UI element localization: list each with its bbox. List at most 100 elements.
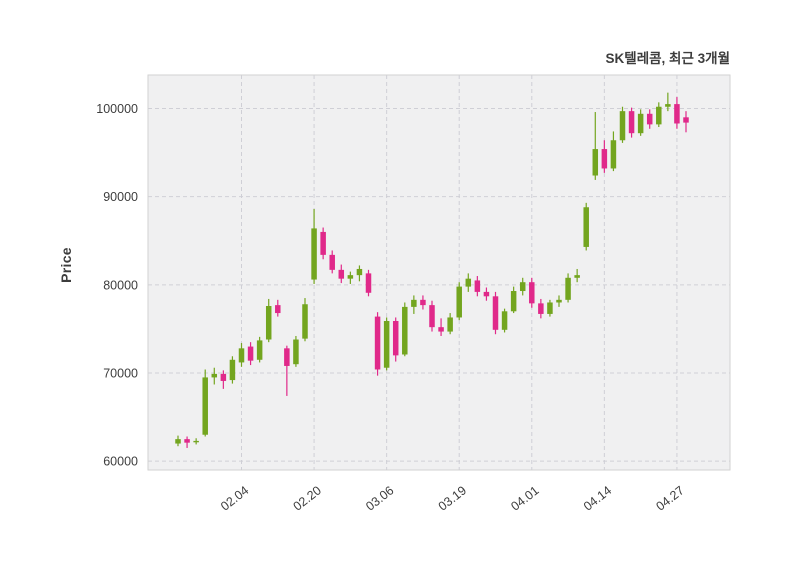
candle	[637, 109, 644, 136]
candle-body	[538, 303, 544, 314]
candle	[284, 345, 290, 396]
candle	[619, 106, 626, 143]
candle-body	[483, 291, 490, 297]
candle	[592, 112, 599, 180]
candle-body	[683, 117, 689, 123]
candle	[656, 102, 662, 128]
candle	[320, 227, 326, 260]
candle	[556, 295, 562, 307]
candle-body	[256, 340, 263, 360]
candle	[265, 298, 272, 343]
candle	[329, 250, 335, 274]
candle-body	[220, 373, 227, 381]
candle-body	[411, 299, 417, 307]
candle-body	[374, 316, 381, 370]
candle	[229, 356, 236, 384]
candle-body	[329, 254, 335, 270]
candle-body	[474, 280, 481, 292]
candle-body	[456, 286, 462, 318]
candle-body	[628, 111, 635, 134]
candle-body	[338, 269, 345, 279]
y-tick-label: 100000	[96, 102, 138, 116]
candle	[302, 298, 308, 342]
candle-body	[674, 104, 680, 124]
candle-body	[238, 348, 245, 363]
candle-body	[193, 440, 199, 443]
candle-body	[184, 439, 190, 443]
candle-body	[637, 113, 644, 134]
x-tick-label: 02.20	[291, 483, 324, 513]
y-axis-tick-labels: 60000 70000 80000 90000 100000	[96, 102, 138, 469]
chart-title: SK텔레콤, 최근 3개월	[605, 51, 730, 66]
candle	[383, 317, 390, 371]
candle	[411, 295, 417, 314]
candle	[583, 202, 589, 251]
x-tick-label: 03.19	[436, 483, 469, 513]
gridlines	[148, 75, 730, 470]
plot-background	[148, 75, 730, 470]
candle-body	[202, 377, 208, 435]
candle-body	[565, 277, 571, 300]
candle	[374, 312, 381, 376]
candle-body	[284, 348, 290, 366]
candle-body	[302, 304, 308, 339]
x-tick-label: 03.06	[363, 483, 396, 513]
candle-body	[592, 149, 599, 176]
y-axis-label: Price	[58, 247, 74, 283]
candle-body	[383, 320, 390, 368]
candle	[547, 299, 553, 317]
candle-body	[420, 299, 426, 306]
candle	[447, 313, 453, 335]
x-axis-tick-labels: 02.04 02.20 03.06 03.19 04.01 04.14 04.27	[218, 483, 687, 513]
y-tick-label: 80000	[103, 278, 138, 292]
candle-body	[247, 346, 254, 361]
candle	[347, 271, 354, 284]
x-tick-label: 04.14	[581, 483, 614, 513]
candle	[574, 268, 580, 283]
candle	[220, 370, 227, 389]
candle-body	[229, 359, 236, 381]
plot-area	[148, 75, 730, 470]
candle	[402, 302, 408, 357]
candle-body	[275, 305, 281, 314]
candle	[420, 295, 426, 310]
candle	[674, 97, 680, 129]
candle-body	[211, 373, 218, 378]
candle	[665, 92, 671, 112]
candle	[338, 264, 345, 284]
x-tick-label: 04.27	[654, 483, 687, 513]
candle	[202, 369, 208, 437]
candle-body	[447, 317, 453, 332]
candle-body	[619, 111, 626, 141]
candle-body	[438, 327, 444, 332]
candle	[519, 277, 526, 296]
candle	[356, 265, 363, 282]
candle-body	[601, 149, 608, 169]
x-tick-label: 04.01	[508, 483, 541, 513]
candle	[193, 438, 199, 445]
candle	[538, 298, 544, 319]
candle	[238, 343, 245, 367]
candle	[365, 269, 372, 297]
candle-body	[646, 113, 653, 125]
candle-body	[392, 320, 399, 356]
candle	[529, 277, 535, 308]
candle-body	[556, 299, 562, 303]
candle-body	[465, 278, 472, 287]
candle-body	[356, 268, 363, 276]
y-tick-label: 70000	[103, 367, 138, 381]
candle	[392, 317, 399, 362]
candle-body	[501, 311, 508, 330]
candle	[429, 300, 435, 332]
candle	[628, 107, 635, 138]
candle	[456, 282, 462, 321]
candle-body	[529, 282, 535, 304]
candle	[492, 291, 499, 335]
candle	[275, 299, 281, 317]
candle-body	[574, 275, 580, 278]
candle	[256, 336, 263, 363]
candle	[610, 131, 617, 172]
candle-body	[519, 282, 526, 292]
